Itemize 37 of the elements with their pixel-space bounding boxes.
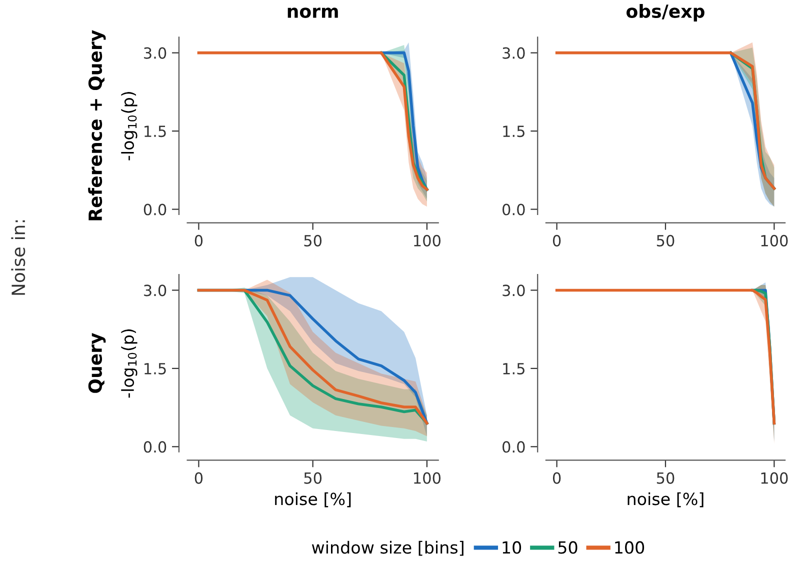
x-tick-label: 50 bbox=[656, 472, 674, 484]
text: Noise in: bbox=[11, 220, 26, 295]
y-axis-title: -log$_{10}$(p) bbox=[121, 92, 138, 160]
text: Reference + Query bbox=[88, 30, 106, 220]
y-tick-label: 0.0 bbox=[144, 441, 166, 453]
y-tick-label: 3.0 bbox=[502, 284, 525, 296]
text: Query bbox=[88, 332, 106, 393]
x-tick-label: 0 bbox=[552, 472, 561, 484]
y-tick-label: 0.0 bbox=[502, 204, 525, 216]
x-tick-label: 50 bbox=[304, 472, 322, 484]
y-tick-label: 1.5 bbox=[503, 363, 524, 374]
x-axis-title: noise [%] bbox=[275, 492, 351, 508]
y-axis-title: -log$_{10}$(p) bbox=[121, 329, 138, 398]
x-tick-label: 50 bbox=[656, 234, 674, 246]
x-tick-label: 0 bbox=[194, 234, 203, 246]
x-tick-label: 50 bbox=[304, 234, 322, 246]
y-tick-label: 1.5 bbox=[503, 126, 524, 138]
y-tick-label: 1.5 bbox=[144, 363, 166, 374]
y-tick-label: 0.0 bbox=[502, 441, 525, 453]
legend-label: 10 bbox=[502, 541, 522, 554]
x-axis-title: noise [%] bbox=[628, 492, 704, 508]
y-tick-label: 0.0 bbox=[144, 204, 166, 216]
legend-label: 100 bbox=[615, 541, 644, 554]
x-tick-label: 100 bbox=[414, 234, 441, 246]
y-tick-label: 1.5 bbox=[144, 126, 166, 138]
chart-title: obs/exp bbox=[626, 4, 704, 22]
y-tick-label: 3.0 bbox=[144, 284, 166, 296]
chart-title: norm bbox=[288, 8, 338, 18]
x-tick-label: 100 bbox=[761, 234, 788, 246]
x-tick-label: 0 bbox=[194, 472, 203, 484]
legend-label: 50 bbox=[558, 541, 578, 554]
y-tick-label: 3.0 bbox=[144, 47, 166, 59]
x-tick-label: 100 bbox=[414, 472, 441, 484]
legend-title: window size [bins] bbox=[312, 540, 464, 556]
x-tick-label: 100 bbox=[761, 472, 788, 484]
y-tick-label: 3.0 bbox=[502, 47, 525, 59]
x-tick-label: 0 bbox=[552, 234, 561, 246]
